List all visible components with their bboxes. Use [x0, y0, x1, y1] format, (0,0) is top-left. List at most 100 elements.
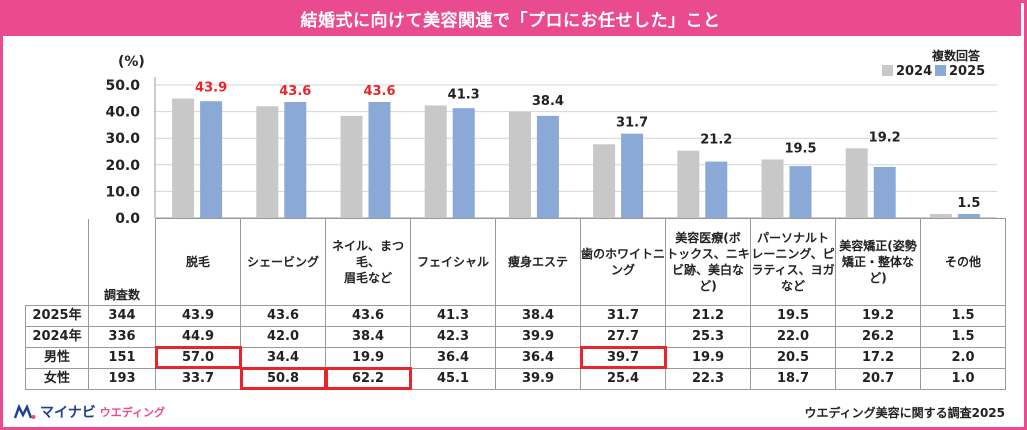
bar-2025: [621, 133, 644, 218]
bar-2025: [368, 102, 391, 218]
table-cell: 19.2: [835, 304, 921, 327]
data-label-2025: 1.5: [957, 196, 980, 211]
bars: [172, 98, 980, 218]
row-label: 2025年: [25, 304, 89, 327]
bar-2024: [677, 150, 700, 218]
category-header: フェイシャル: [410, 218, 496, 306]
category-header-line: 痩身エステ: [507, 254, 568, 269]
table-cell: 2.0: [920, 346, 1006, 369]
table-cell: 21.2: [665, 304, 751, 327]
table-cell: 45.1: [410, 367, 496, 390]
y-axis-unit: (%): [118, 54, 145, 70]
mynavi-logo-icon: [14, 404, 36, 419]
source-note: ウエディング美容に関する調査2025: [804, 406, 1005, 420]
category-header: 美容医療(ボ トックス、ニキ ビ跡、美白な ど): [665, 218, 751, 306]
table-cell: 20.7: [835, 367, 921, 390]
bar-2025: [284, 102, 307, 218]
row-label: 女性: [25, 367, 89, 390]
table-cell: 43.6: [325, 304, 411, 327]
row-label: 男性: [25, 346, 89, 369]
table-cell: 36.4: [410, 346, 496, 369]
legend: 2024 2025: [882, 64, 985, 79]
table-cell: 42.0: [240, 325, 326, 348]
table-cell: 22.3: [665, 367, 751, 390]
legend-label-2024: 2024: [896, 64, 932, 79]
category-header-line: パーソナルト: [756, 230, 829, 245]
category-header-line: シェービング: [246, 254, 319, 269]
data-labels: 43.9 43.6 43.6 41.3 38.4 31.7 21.2 19.5 19.2 1.5: [195, 81, 980, 211]
y-tick-label: 50.0: [105, 78, 140, 94]
table-cell: 19.9: [665, 346, 751, 369]
category-header-line: ネイル、まつ毛、: [331, 238, 404, 269]
table-cell: 33.7: [155, 367, 241, 390]
bar-2024: [508, 111, 531, 218]
category-header-line: ビ跡、美白な: [671, 262, 744, 277]
y-tick-label: 20.0: [105, 158, 140, 174]
category-header: 美容矯正(姿勢 矯正・整体な ど): [835, 218, 921, 306]
category-header-line: など: [780, 278, 805, 293]
table-row: 女性 193 33.7 50.8 62.2 45.1 39.9 25.4 22.3 18.7 20.…: [25, 367, 1006, 390]
chart-title: 結婚式に向けて美容関連で「プロにお任せした」こと: [0, 0, 1021, 36]
data-label-2025: 43.9: [195, 81, 227, 96]
category-header-line: 美容矯正(姿勢: [839, 238, 917, 253]
category-header-line: フェイシャル: [416, 254, 489, 269]
table-cell: 62.2: [324, 367, 412, 390]
data-label-2025: 31.7: [616, 116, 648, 131]
table-cell: 50.8: [239, 367, 327, 390]
category-header-line: 美容医療(ボ: [675, 230, 741, 245]
bar-2025: [789, 166, 812, 218]
table-cell: 31.7: [580, 304, 666, 327]
y-tick-label: 30.0: [105, 131, 140, 147]
table-cell: 57.0: [154, 346, 242, 369]
bar-2024: [340, 115, 363, 218]
data-label-2025: 21.2: [700, 133, 732, 148]
y-tick-label: 40.0: [105, 105, 140, 121]
row-sample-size: 344: [88, 304, 156, 327]
data-label-2025: 19.5: [784, 141, 816, 156]
table-row: 2024年 336 44.9 42.0 38.4 42.3 39.9 27.7 25.3 22.0…: [25, 325, 1006, 348]
bar-2024: [845, 148, 868, 218]
bar-2024: [593, 144, 616, 218]
bar-2025: [873, 166, 896, 218]
row-sample-size: 336: [88, 325, 156, 348]
logo-brand-text: マイナビ: [40, 405, 96, 421]
brand-logo: マイナビ ウエディング: [14, 402, 165, 422]
data-label-2025: 41.3: [448, 87, 480, 102]
table-cell: 25.3: [665, 325, 751, 348]
bar-2025: [705, 161, 728, 218]
bar-2025: [200, 101, 223, 218]
legend-swatch-2024: [882, 65, 893, 76]
category-header: シェービング: [240, 218, 326, 306]
category-header-line: ラティス、ヨガ: [751, 262, 835, 277]
row-sample-size: 151: [88, 346, 156, 369]
multiple-answers-note: 複数回答: [931, 48, 981, 63]
category-header: パーソナルト レーニング、ピ ラティス、ヨガ など: [750, 218, 836, 306]
table-cell: 43.9: [155, 304, 241, 327]
bar-2025: [452, 108, 475, 218]
category-header-line: トックス、ニキ: [666, 246, 750, 261]
category-header-line: ど): [869, 270, 887, 285]
data-label-2025: 43.6: [363, 84, 395, 99]
table-cell: 26.2: [835, 325, 921, 348]
table-cell: 43.6: [240, 304, 326, 327]
data-label-2025: 43.6: [279, 84, 311, 99]
table-cell: 18.7: [750, 367, 836, 390]
data-label-2025: 38.4: [532, 94, 564, 109]
table-cell: 19.9: [325, 346, 411, 369]
category-header: その他: [920, 218, 1006, 306]
table-cell: 38.4: [495, 304, 581, 327]
data-table: 調査数 脱毛 シェービング ネイル、まつ毛、 眉毛など フェイシャル 痩身エステ 歯のホワイト…: [25, 218, 1006, 390]
table-cell: 27.7: [580, 325, 666, 348]
table-cell: 36.4: [495, 346, 581, 369]
legend-label-2025: 2025: [949, 64, 985, 79]
table-corner: [26, 219, 89, 306]
logo-sub-text: ウエディング: [99, 406, 165, 419]
table-cell: 39.9: [495, 367, 581, 390]
sample-size-header: 調査数: [88, 218, 156, 306]
bar-2024: [256, 106, 279, 218]
bar-2024: [172, 98, 195, 218]
table-row: 2025年 344 43.9 43.6 43.6 41.3 38.4 31.7 21.2 19.5…: [25, 304, 1006, 327]
table-cell: 20.5: [750, 346, 836, 369]
table-cell: 44.9: [155, 325, 241, 348]
